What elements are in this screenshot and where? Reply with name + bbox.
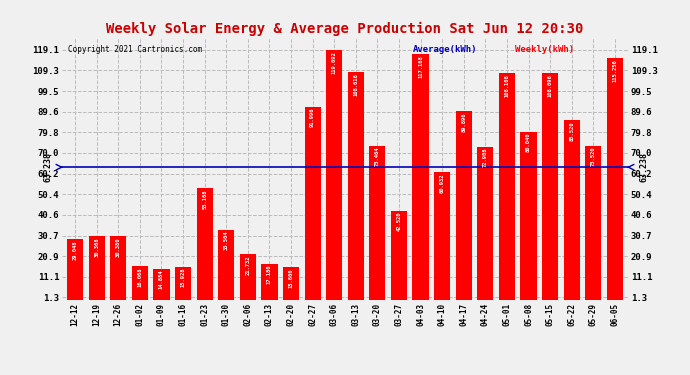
Text: Average(kWh): Average(kWh)	[413, 45, 477, 54]
Text: 108.616: 108.616	[353, 73, 358, 96]
Text: 72.908: 72.908	[483, 148, 488, 168]
Bar	[304, 107, 321, 300]
Bar	[434, 172, 451, 300]
Bar	[413, 54, 428, 300]
Text: Weekly(kWh): Weekly(kWh)	[515, 45, 574, 54]
Bar	[175, 267, 191, 300]
Bar	[477, 147, 493, 300]
Bar	[67, 239, 83, 300]
Text: 30.380: 30.380	[116, 237, 121, 257]
Text: 115.256: 115.256	[613, 59, 618, 82]
Bar	[348, 72, 364, 300]
Text: 108.108: 108.108	[504, 74, 509, 97]
Text: 108.096: 108.096	[548, 74, 553, 97]
Bar	[153, 269, 170, 300]
Text: 53.168: 53.168	[202, 189, 207, 209]
Bar	[218, 230, 235, 300]
Text: 73.464: 73.464	[375, 147, 380, 166]
Text: 80.040: 80.040	[526, 133, 531, 153]
Text: 117.168: 117.168	[418, 55, 423, 78]
Bar	[542, 73, 558, 300]
Bar	[262, 264, 277, 300]
Bar	[520, 132, 537, 300]
Bar	[564, 120, 580, 300]
Text: 42.520: 42.520	[397, 212, 402, 231]
Text: 30.368: 30.368	[94, 237, 99, 257]
Bar	[326, 50, 342, 300]
Bar	[239, 254, 256, 300]
Title: Weekly Solar Energy & Average Production Sat Jun 12 20:30: Weekly Solar Energy & Average Production…	[106, 22, 584, 36]
Bar	[88, 236, 105, 300]
Text: 16.068: 16.068	[137, 267, 142, 287]
Bar	[391, 211, 407, 300]
Text: 33.504: 33.504	[224, 231, 228, 250]
Text: 63.238: 63.238	[639, 152, 648, 182]
Text: 29.048: 29.048	[72, 240, 77, 260]
Text: 17.180: 17.180	[267, 265, 272, 285]
Bar	[132, 266, 148, 300]
Bar	[607, 58, 623, 300]
Bar	[369, 146, 386, 300]
Text: 63.238: 63.238	[43, 152, 52, 182]
Bar	[499, 73, 515, 300]
Text: 60.932: 60.932	[440, 173, 444, 193]
Text: 15.928: 15.928	[181, 268, 186, 287]
Text: 91.996: 91.996	[310, 108, 315, 128]
Bar	[197, 188, 213, 300]
Bar	[110, 236, 126, 300]
Text: 89.896: 89.896	[462, 112, 466, 132]
Text: 14.884: 14.884	[159, 270, 164, 289]
Text: 15.600: 15.600	[288, 268, 293, 288]
Text: 21.732: 21.732	[246, 255, 250, 275]
Bar	[455, 111, 472, 300]
Text: Copyright 2021 Cartronics.com: Copyright 2021 Cartronics.com	[68, 45, 202, 54]
Text: 85.520: 85.520	[569, 122, 574, 141]
Text: 119.092: 119.092	[332, 51, 337, 74]
Text: 73.520: 73.520	[591, 147, 596, 166]
Bar	[283, 267, 299, 300]
Bar	[585, 146, 602, 300]
